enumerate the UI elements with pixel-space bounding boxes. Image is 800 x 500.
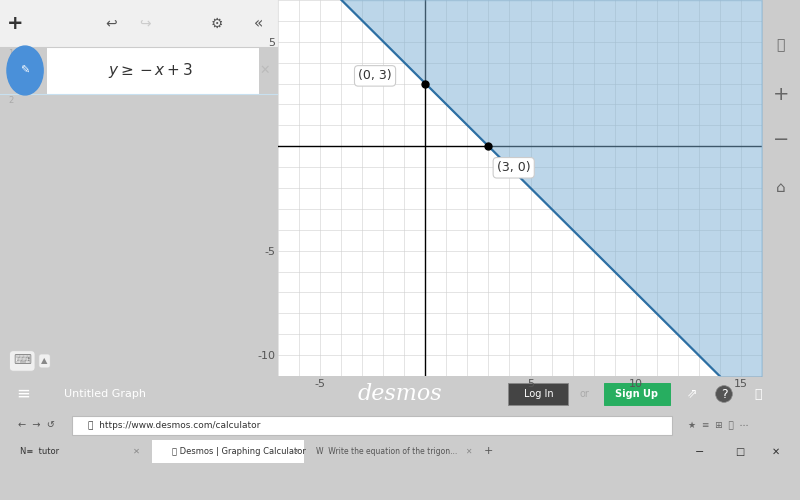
Text: 🌐: 🌐 xyxy=(754,388,762,400)
Bar xyxy=(0,0,278,47)
Text: ⌂: ⌂ xyxy=(776,180,786,196)
Text: Sign Up: Sign Up xyxy=(615,389,658,399)
Text: N≡  tutor: N≡ tutor xyxy=(20,447,59,456)
Text: W  Write the equation of the trigon...: W Write the equation of the trigon... xyxy=(316,447,458,456)
Text: ✕: ✕ xyxy=(133,447,139,456)
Text: 2: 2 xyxy=(9,96,14,105)
Text: +: + xyxy=(7,14,23,33)
Text: −: − xyxy=(773,130,789,148)
Text: ✕: ✕ xyxy=(259,64,270,77)
Text: ↪: ↪ xyxy=(139,16,150,30)
Text: ⬥ Desmos | Graphing Calculator: ⬥ Desmos | Graphing Calculator xyxy=(172,447,306,456)
Text: ≡: ≡ xyxy=(16,385,30,403)
Text: ✕: ✕ xyxy=(465,447,471,456)
Text: ▲: ▲ xyxy=(42,356,48,366)
Text: ?: ? xyxy=(721,388,727,400)
Text: «: « xyxy=(254,16,263,31)
Text: Untitled Graph: Untitled Graph xyxy=(64,389,146,399)
Bar xyxy=(47,47,259,94)
Text: Log In: Log In xyxy=(523,389,554,399)
Bar xyxy=(508,383,568,405)
Text: ✎: ✎ xyxy=(20,66,30,76)
Text: ⌨: ⌨ xyxy=(14,354,31,368)
Bar xyxy=(604,383,670,405)
Text: desmos: desmos xyxy=(358,383,442,405)
Circle shape xyxy=(7,46,43,95)
Text: □: □ xyxy=(735,446,745,456)
Text: ⇗: ⇗ xyxy=(686,388,698,400)
Text: ✕: ✕ xyxy=(772,446,780,456)
Text: $y \geq -x + 3$: $y \geq -x + 3$ xyxy=(108,61,193,80)
Text: +: + xyxy=(483,446,493,456)
Text: (0, 3): (0, 3) xyxy=(358,70,392,82)
Bar xyxy=(152,440,304,463)
Text: 1: 1 xyxy=(9,49,14,58)
Bar xyxy=(72,416,672,435)
Text: +: + xyxy=(773,84,789,103)
Text: ⚙: ⚙ xyxy=(211,16,223,30)
Text: or: or xyxy=(579,389,589,399)
Text: desmos: desmos xyxy=(93,360,141,373)
Text: ★  ≡  ⊞  👤  ⋯: ★ ≡ ⊞ 👤 ⋯ xyxy=(688,421,749,430)
Text: ←  →  ↺: ← → ↺ xyxy=(18,420,54,430)
Text: (3, 0): (3, 0) xyxy=(497,162,530,174)
Text: 🔒  https://www.desmos.com/calculator: 🔒 https://www.desmos.com/calculator xyxy=(88,421,260,430)
Text: ↩: ↩ xyxy=(106,16,117,30)
Text: 🔧: 🔧 xyxy=(777,38,785,52)
Text: ✕: ✕ xyxy=(293,447,299,456)
Text: powered by: powered by xyxy=(94,351,139,360)
Text: −: − xyxy=(695,446,705,456)
